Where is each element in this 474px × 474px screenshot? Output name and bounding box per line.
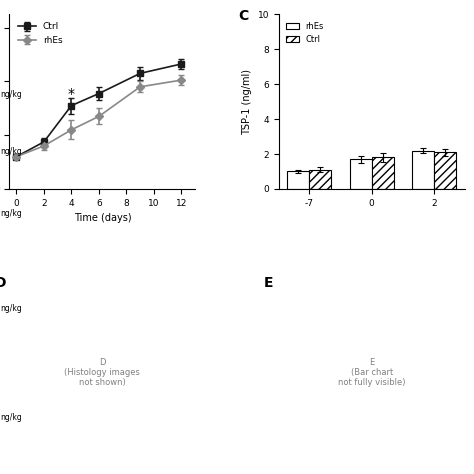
Bar — [287, 172, 309, 189]
Text: C: C — [238, 9, 248, 23]
Y-axis label: TSP-1 (ng/ml): TSP-1 (ng/ml) — [242, 69, 252, 135]
X-axis label: Time (days): Time (days) — [73, 213, 131, 223]
Bar — [309, 170, 331, 189]
Legend: rhEs, Ctrl: rhEs, Ctrl — [283, 18, 327, 47]
Text: E
(Bar chart
not fully visible): E (Bar chart not fully visible) — [338, 357, 405, 387]
Text: D
(Histology images
not shown): D (Histology images not shown) — [64, 357, 140, 387]
Legend: Ctrl, rhEs: Ctrl, rhEs — [14, 19, 66, 48]
Text: *: * — [67, 87, 74, 100]
Text: ng/kg: ng/kg — [0, 147, 22, 156]
Bar — [372, 157, 393, 189]
Text: ng/kg: ng/kg — [0, 413, 22, 421]
Bar — [350, 159, 372, 189]
Bar — [434, 152, 456, 189]
Text: D: D — [0, 276, 6, 290]
Text: ng/kg: ng/kg — [0, 209, 22, 218]
Text: ng/kg: ng/kg — [0, 304, 22, 312]
Text: E: E — [264, 276, 273, 290]
Text: ng/kg: ng/kg — [0, 91, 22, 99]
Bar — [412, 151, 434, 189]
